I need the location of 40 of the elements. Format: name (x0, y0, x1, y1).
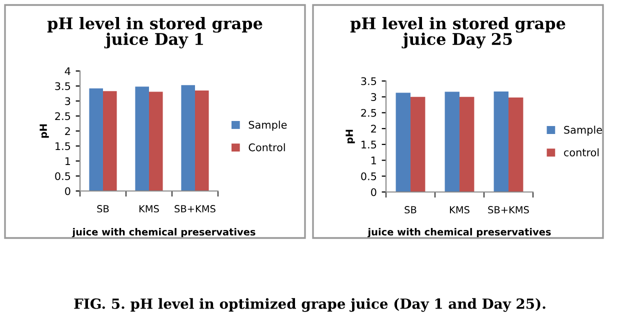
bar (195, 90, 209, 191)
legend-label: Sample (564, 126, 602, 136)
bar (135, 86, 149, 191)
y-axis-title: pH (40, 124, 49, 138)
chart-title: pH level in stored grape juice Day 25 (350, 17, 566, 48)
x-tick-label: KMS (139, 205, 159, 212)
bar (103, 91, 117, 191)
y-tick-label: 3 (371, 93, 376, 101)
y-tick-label: 1 (371, 156, 376, 164)
bar (149, 92, 163, 191)
x-tick-label: SB+KMS (174, 205, 216, 212)
y-tick-label: 4 (64, 67, 70, 75)
y-tick-label: 3.5 (55, 82, 70, 90)
x-tick-label: SB (97, 205, 109, 212)
caption: FIG. 5. pH level in optimized grape juice (Day 1 and Day 25). (74, 298, 546, 312)
x-axis-title: juice with chemical preservatives (72, 228, 256, 238)
y-tick-label: 2 (65, 127, 70, 135)
y-tick-label: 2.5 (361, 108, 376, 117)
x-axis-title: juice with chemical preservatives (367, 228, 551, 238)
legend-label: Control (248, 143, 285, 152)
y-tick-label: 1.5 (362, 140, 376, 149)
y-tick-label: 3 (65, 97, 70, 106)
y-tick-label: 0.5 (55, 172, 70, 180)
chart-title: pH level in stored grape juice Day 1 (47, 17, 262, 48)
legend-label: Sample (248, 120, 287, 131)
y-tick-label: 1.5 (56, 142, 70, 150)
y-tick-label: 3.5 (361, 77, 376, 86)
x-tick-label: SB (404, 206, 416, 214)
legend-label: control (564, 148, 599, 156)
y-axis-title: pH (346, 130, 355, 144)
bar (89, 88, 103, 191)
y-tick-label: 2 (371, 124, 376, 133)
y-tick-label: 0.5 (361, 172, 376, 180)
y-tick-label: 1 (65, 157, 70, 165)
bar (181, 85, 195, 191)
y-tick-label: 0 (371, 188, 376, 196)
y-tick-label: 2.5 (55, 112, 70, 120)
x-tick-label: KMS (450, 206, 470, 214)
y-tick-label: 0 (65, 187, 70, 196)
x-tick-label: SB+KMS (488, 206, 529, 214)
